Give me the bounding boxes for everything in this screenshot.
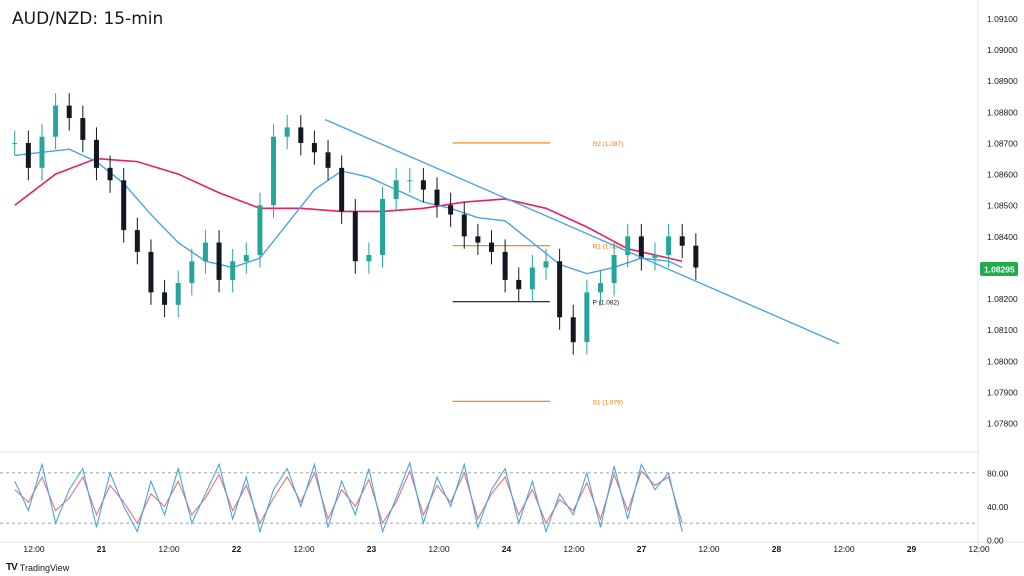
candle-body <box>679 236 685 246</box>
x-tick-label: 12:00 <box>293 544 315 554</box>
candle-body <box>516 279 522 290</box>
candle-body <box>93 139 99 168</box>
candle-body <box>543 261 549 268</box>
candle-body <box>12 142 18 144</box>
oscillator-tick-label: 0.00 <box>987 536 1004 546</box>
y-tick-label: 1.08000 <box>987 356 1018 366</box>
candle-body <box>529 267 535 290</box>
pivot-level-label: S1 (1.079) <box>593 399 623 406</box>
brand-name: TradingView <box>19 562 70 573</box>
y-tick-label: 1.07800 <box>987 419 1018 429</box>
pivot-level-label: R1 (1.084) <box>593 244 624 251</box>
candle-body <box>39 136 45 168</box>
y-tick-label: 1.08200 <box>987 294 1018 304</box>
candle-body <box>693 245 699 268</box>
candle-body <box>80 118 86 140</box>
candle-body <box>420 180 426 190</box>
x-tick-label: 12:00 <box>563 544 585 554</box>
candle-body <box>502 251 508 280</box>
candle-body <box>393 180 399 199</box>
ma-slow-line <box>14 157 683 263</box>
candle-body <box>53 105 59 137</box>
candle-body <box>230 261 236 280</box>
candle-body <box>352 211 358 262</box>
y-tick-label: 1.07900 <box>987 387 1018 397</box>
x-tick-label: 12:00 <box>428 544 450 554</box>
chart-title: AUD/NZD: 15-min <box>12 9 164 29</box>
y-tick-label: 1.08100 <box>987 325 1018 335</box>
candle-body <box>557 261 563 318</box>
candle-body <box>475 236 481 243</box>
y-tick-label: 1.09100 <box>987 14 1018 24</box>
candle-body <box>625 236 631 256</box>
candle-body <box>148 251 154 293</box>
candle-body <box>134 230 140 252</box>
y-tick-label: 1.08700 <box>987 138 1018 148</box>
candle-body <box>162 292 168 305</box>
candle-body <box>666 236 672 256</box>
candle-body <box>284 127 290 137</box>
y-tick-label: 1.08600 <box>987 170 1018 180</box>
candle-body <box>611 255 617 284</box>
tradingview-logo-icon: TV <box>6 562 18 573</box>
x-tick-label: 12:00 <box>968 544 990 554</box>
x-tick-label: 27 <box>637 544 647 554</box>
candle-body <box>584 292 590 343</box>
pivot-level-label: P (1.082) <box>593 300 620 307</box>
candle-body <box>652 255 658 259</box>
candle-body <box>434 189 440 206</box>
candle-body <box>66 105 72 119</box>
tradingview-brand[interactable]: TV TradingView <box>6 562 69 573</box>
candle-body <box>461 214 467 237</box>
stoch-k-line <box>14 460 683 534</box>
x-tick-label: 21 <box>97 544 107 554</box>
x-tick-label: 23 <box>367 544 377 554</box>
x-tick-label: 22 <box>232 544 242 554</box>
candle-body <box>243 255 249 262</box>
candle-body <box>407 180 413 182</box>
y-tick-label: 1.08500 <box>987 201 1018 211</box>
trendline <box>325 118 840 345</box>
candle-body <box>202 242 208 262</box>
current-price-label: 1.08295 <box>984 265 1015 275</box>
y-tick-label: 1.08400 <box>987 232 1018 242</box>
x-tick-label: 28 <box>772 544 782 554</box>
candle-body <box>570 317 576 343</box>
candle-body <box>216 242 222 280</box>
current-price-tag <box>980 262 1018 277</box>
candle-body <box>638 236 644 259</box>
candle-body <box>25 142 31 168</box>
oscillator-tick-label: 80.00 <box>987 468 1009 478</box>
x-tick-label: 12:00 <box>698 544 720 554</box>
x-tick-label: 29 <box>907 544 917 554</box>
oscillator-tick-label: 40.00 <box>987 502 1009 512</box>
pivot-level-label: R2 (1.087) <box>593 141 624 148</box>
candle-body <box>298 127 304 143</box>
candle-body <box>366 255 372 262</box>
x-tick-label: 12:00 <box>833 544 855 554</box>
candle-body <box>448 205 454 215</box>
candle-body <box>175 283 181 305</box>
x-tick-label: 24 <box>502 544 512 554</box>
candle-body <box>121 180 127 231</box>
y-tick-label: 1.08900 <box>987 76 1018 86</box>
candle-body <box>339 167 345 212</box>
candle-body <box>325 152 331 168</box>
candle-body <box>257 205 263 256</box>
x-tick-label: 12:00 <box>158 544 180 554</box>
candle-body <box>597 283 603 293</box>
y-tick-label: 1.09000 <box>987 45 1018 55</box>
candle-body <box>489 242 494 252</box>
candle-body <box>107 167 113 181</box>
candle-body <box>271 136 277 206</box>
candle-body <box>189 261 195 284</box>
y-tick-label: 1.08800 <box>987 107 1018 117</box>
x-tick-label: 12:00 <box>23 544 45 554</box>
ma-fast-line <box>14 148 683 275</box>
candle-body <box>380 198 386 256</box>
candle-body <box>311 142 317 153</box>
